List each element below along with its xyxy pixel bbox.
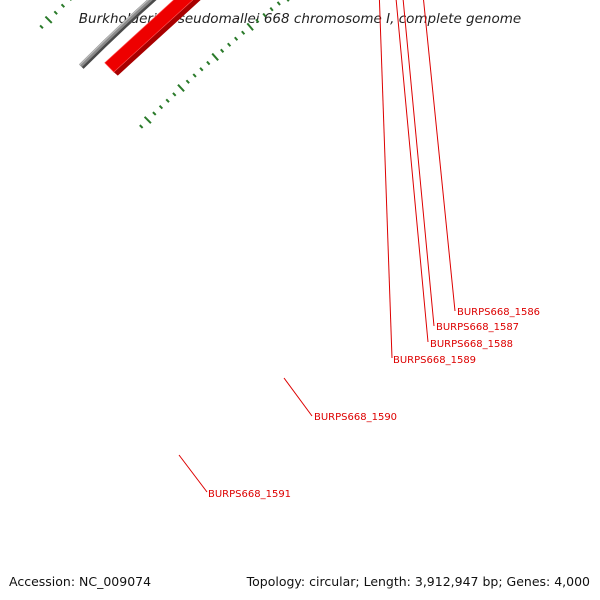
gene-feature[interactable] [104, 0, 207, 76]
inner-tick [143, 116, 152, 124]
inner-tick [152, 111, 157, 116]
inner-tick [262, 12, 267, 18]
inner-tick [206, 60, 211, 66]
inner-tick [234, 36, 239, 41]
inner-tick [246, 22, 254, 31]
genome-summary-text: Topology: circular; Length: 3,912,947 bp… [246, 574, 590, 589]
inner-tick [255, 18, 260, 24]
outer-tick [53, 10, 58, 15]
accession-text: Accession: NC_009074 [9, 574, 151, 589]
inner-tick [220, 48, 225, 53]
gene-labels: BURPS668_1586 BURPS668_1587 BURPS668_1588 B… [178, 0, 540, 500]
map-title: Burkholderia pseudomallei 668 chromosome… [79, 11, 521, 27]
inner-tick [192, 73, 197, 78]
gene-leader-line [178, 454, 208, 493]
gene-label[interactable]: BURPS668_1587 [436, 322, 519, 333]
gene-label[interactable]: BURPS668_1586 [457, 307, 540, 318]
inner-tick [241, 30, 246, 35]
outer-scale-ticks [39, 0, 72, 29]
outer-tick [39, 24, 44, 29]
inner-tick [158, 104, 164, 110]
inner-tick [172, 92, 177, 97]
inner-tick [286, 0, 290, 2]
inner-tick [139, 124, 144, 129]
inner-tick [269, 7, 274, 12]
inner-scale-ticks [139, 0, 290, 129]
gene-leader-line [395, 0, 429, 343]
inner-tick [165, 98, 170, 103]
gene-arrow[interactable] [104, 0, 203, 73]
gene-leader-line [402, 0, 435, 327]
gene-leader-line [423, 0, 456, 312]
chromosome-backbone [78, 0, 157, 69]
gene-label[interactable]: BURPS668_1590 [314, 412, 397, 423]
inner-tick [177, 84, 185, 92]
inner-tick [276, 1, 281, 6]
gene-features [104, 0, 207, 76]
outer-tick [60, 3, 66, 8]
gene-side [113, 0, 201, 76]
backbone-line [78, 0, 153, 68]
inner-tick [199, 67, 204, 72]
gene-label[interactable]: BURPS668_1589 [393, 355, 476, 366]
inner-tick [211, 52, 219, 61]
gene-label[interactable]: BURPS668_1588 [430, 339, 513, 350]
gene-leader-line [378, 0, 393, 359]
inner-tick [227, 42, 232, 47]
gene-label[interactable]: BURPS668_1591 [208, 489, 291, 500]
backbone-highlight [79, 0, 150, 66]
gene-leader-line [283, 377, 313, 417]
inner-tick [185, 79, 190, 84]
outer-tick [44, 15, 53, 24]
